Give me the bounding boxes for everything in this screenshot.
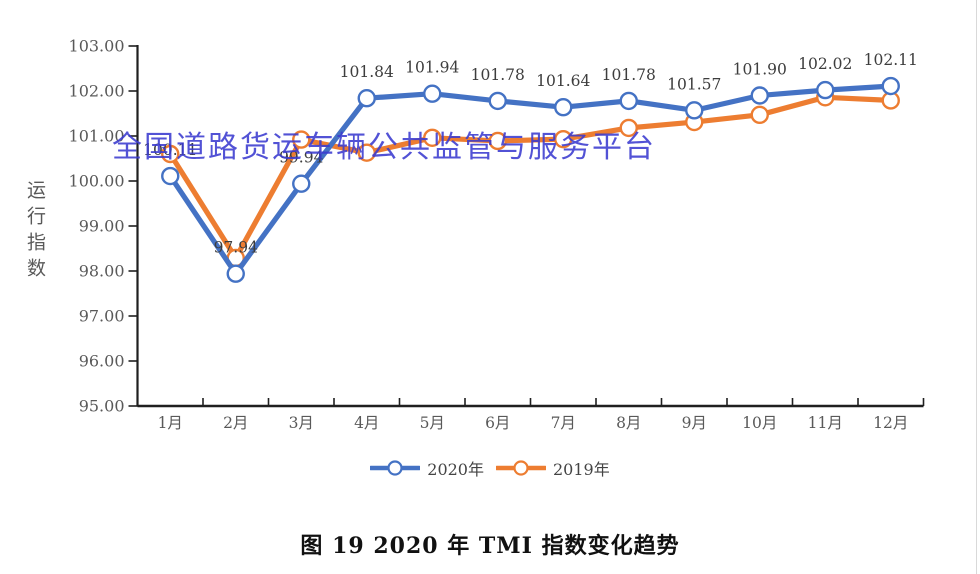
series-2020-marker	[357, 88, 376, 108]
point-label-2020: 101.57	[667, 75, 721, 93]
chart-legend: 2020年 2019年	[0, 456, 980, 480]
x-axis-label: 12月	[873, 414, 908, 432]
y-tick-label: 99.00	[79, 217, 125, 236]
series-2019-marker	[619, 118, 638, 138]
series-2019-marker	[292, 130, 311, 149]
y-tick-label: 97.00	[79, 307, 125, 326]
x-axis-label: 8月	[616, 414, 641, 432]
point-label-2020: 102.11	[864, 51, 918, 69]
series-2019-marker	[750, 105, 769, 125]
point-label-2020: 101.78	[471, 66, 525, 84]
point-label-2020: 101.94	[405, 59, 459, 77]
legend-label: 2020年	[427, 460, 484, 479]
point-label-2020: 97.94	[214, 239, 259, 257]
point-label-2020: 102.02	[798, 55, 852, 73]
point-label-2020: 100.11	[143, 141, 197, 159]
point-label-2020: 101.90	[733, 61, 787, 79]
x-axis-label: 5月	[420, 414, 445, 432]
series-2019-marker	[161, 144, 180, 164]
series-2020-marker	[161, 166, 180, 186]
series-2020-marker	[881, 76, 900, 96]
y-tick-label: 101.00	[69, 127, 125, 146]
series-2020-marker	[488, 91, 507, 111]
legend-item-2019: 2019年	[496, 456, 610, 480]
x-axis-label: 7月	[551, 414, 576, 432]
x-axis-label: 9月	[682, 414, 707, 432]
figure-caption: 图 19 2020 年 TMI 指数变化趋势	[300, 533, 680, 559]
x-axis-label: 10月	[742, 414, 777, 432]
tmi-line-chart: 95.00 96.00 97.00 98.00 99.00 100.00 101.00 102…	[69, 37, 925, 432]
legend-swatch-icon	[370, 460, 421, 476]
platform-watermark: 全国道路货运车辆公共监管与服务平台	[112, 130, 656, 165]
series-2020-marker	[226, 264, 245, 283]
x-axis-label: 3月	[289, 414, 314, 432]
point-label-2020: 101.84	[340, 63, 394, 81]
legend-swatch-icon	[496, 460, 546, 476]
series-2020-marker	[292, 174, 311, 193]
series-2019-line	[167, 94, 894, 261]
y-tick-label: 100.00	[69, 172, 125, 191]
y-tick-label: 95.00	[79, 397, 125, 416]
legend-label: 2019年	[553, 460, 610, 479]
legend-item-2020: 2020年	[370, 456, 484, 480]
y-axis-title: 运行指数	[24, 180, 46, 284]
series-2020-marker	[554, 97, 573, 117]
y-tick-label: 103.00	[69, 37, 125, 56]
series-2020-line	[167, 83, 894, 277]
x-axis-label: 11月	[808, 414, 843, 432]
series-2020-marker	[816, 80, 835, 100]
series-2019-marker	[423, 128, 442, 148]
series-2020-marker	[685, 101, 704, 120]
series-2019-marker	[357, 143, 376, 162]
series-2020-marker	[619, 91, 638, 111]
point-label-2020: 101.64	[536, 72, 590, 90]
x-axis-label: 6月	[485, 414, 510, 432]
series-2019-marker	[554, 129, 573, 149]
y-tick-label: 96.00	[79, 352, 125, 371]
x-axis-label: 4月	[354, 414, 379, 432]
y-tick-label: 98.00	[79, 262, 125, 281]
series-2020-marker	[750, 86, 769, 105]
x-axis-label: 1月	[158, 414, 183, 432]
series-2019-marker	[488, 131, 507, 151]
y-tick-label: 102.00	[69, 82, 125, 101]
series-2020-marker	[423, 84, 442, 103]
point-label-2020: 99.94	[279, 149, 324, 167]
point-label-2020: 101.78	[602, 66, 656, 84]
x-axis-label: 2月	[223, 414, 248, 432]
right-edge-line	[976, 0, 977, 574]
